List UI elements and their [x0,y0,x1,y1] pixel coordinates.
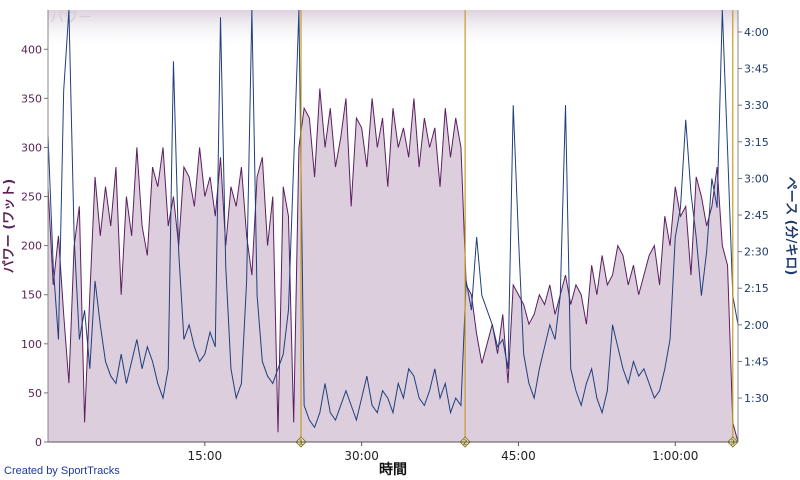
power-line [47,88,739,443]
left-tick-label: 300 [21,141,42,154]
left-axis-ticks: 0 50 100 150 200 250 300 350 400 [21,43,48,449]
left-tick-label: 50 [28,387,42,400]
chart-title: パワー [50,10,92,26]
left-tick-label: 100 [21,338,42,351]
right-tick-label: 3:15 [744,136,769,149]
x-axis-title: 時間 [379,461,407,478]
power-area [48,88,738,442]
right-tick-label: 1:30 [744,392,769,405]
right-tick-label: 2:30 [744,246,769,259]
left-tick-label: 0 [35,436,42,449]
right-tick-label: 2:45 [744,209,769,222]
power-series [47,88,739,443]
right-tick-label: 1:45 [744,355,769,368]
right-tick-label: 3:00 [744,172,769,185]
credit-text: Created by SportTracks [4,465,120,477]
left-tick-label: 250 [21,191,42,204]
left-tick-label: 200 [21,240,42,253]
left-axis-title: パワー (ワット) [2,179,17,273]
right-tick-label: 3:45 [744,63,769,76]
header-band [48,10,738,50]
right-tick-label: 2:00 [744,319,769,332]
x-tick-label: 30:00 [344,449,379,463]
right-tick-label: 2:15 [744,282,769,295]
left-tick-label: 150 [21,289,42,302]
left-tick-label: 400 [21,43,42,56]
right-tick-label: 3:30 [744,99,769,112]
x-tick-label: 15:00 [188,449,223,463]
x-tick-label: 45:00 [501,449,536,463]
pace-line [47,9,739,429]
pace-series [47,9,739,429]
x-tick-label: 1:00:00 [652,449,698,463]
right-axis-title: ペース (分/キロ) [783,177,799,276]
right-axis-ticks: 4:00 3:45 3:30 3:15 3:00 2:45 2:30 2:15 2:00 1:45… [738,26,769,405]
x-axis-ticks: 15:00 30:00 45:00 1:00:00 [188,442,698,463]
right-tick-label: 4:00 [744,26,769,39]
left-tick-label: 350 [21,92,42,105]
